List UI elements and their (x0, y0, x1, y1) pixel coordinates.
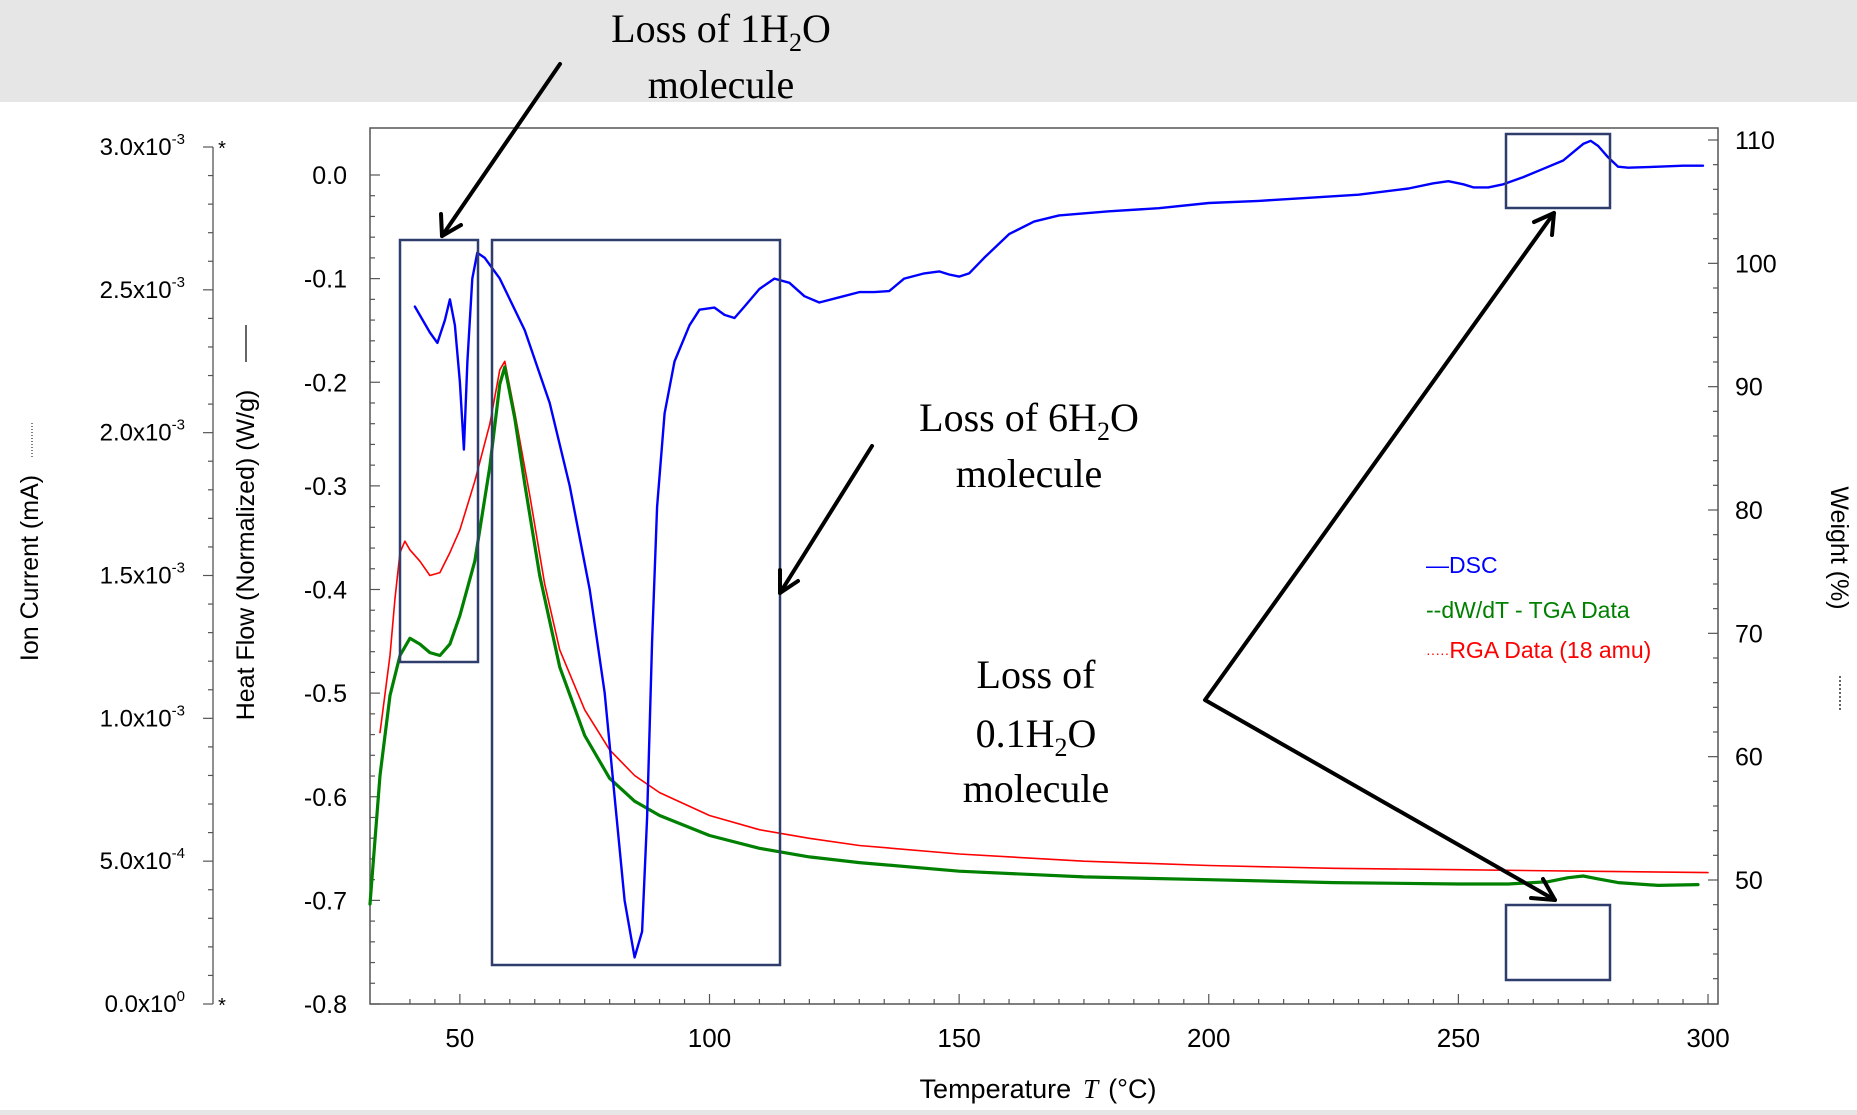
y-weight-tick-label: 80 (1735, 497, 1763, 525)
y-ion-tick-exponent: -3 (172, 274, 185, 291)
y-ion-end-marker: * (218, 138, 226, 160)
y-heat-tick-label: 0.0 (312, 162, 347, 190)
x-title-unit: (°C) (1108, 1074, 1156, 1104)
y-ion-tick-exponent: -3 (172, 560, 185, 577)
x-tick-label: 150 (937, 1023, 980, 1053)
x-tick-label: 50 (445, 1023, 474, 1053)
y-heat-tick-label: -0.1 (304, 266, 347, 294)
y-weight-tick-label: 110 (1735, 127, 1775, 155)
legend-item-dsc: —DSC (1426, 552, 1498, 578)
a1-sub: 2 (789, 28, 802, 57)
a1-text2: O (802, 6, 831, 51)
legend-prefix-rga: ····· (1426, 645, 1449, 661)
y-weight-tick-label: 50 (1735, 867, 1763, 895)
a3-text1: 0.1H (976, 711, 1055, 756)
a2-text2: O (1110, 395, 1139, 440)
y-heat-tick-label: -0.2 (304, 369, 347, 397)
y-ion-tick-mantissa: 2.0x10 (100, 420, 172, 447)
annotation-1h2o-line1: Loss of 1H2O (611, 6, 831, 57)
x-axis-title: Temperature T (°C) (920, 1074, 1157, 1104)
y-weight-tick-label: 90 (1735, 374, 1763, 402)
y-heat-tick-label: -0.7 (304, 887, 347, 915)
y-heat-tick-label: -0.4 (304, 577, 347, 605)
legend-item-rga: ·····RGA Data (18 amu) (1426, 637, 1651, 663)
y-ion-tick-mantissa: 1.0x10 (100, 705, 172, 732)
x-tick-label: 250 (1437, 1023, 1480, 1053)
y-ion-tick-exponent: -3 (172, 702, 185, 719)
y-heat-axis-title: Heat Flow (Normalized) (W/g) (232, 390, 260, 721)
a1-text1: Loss of 1H (611, 6, 789, 51)
y-weight-tick-label: 60 (1735, 744, 1763, 772)
y-ion-tick-exponent: -4 (172, 845, 185, 862)
legend-prefix-dsc: — (1426, 552, 1449, 578)
legend-label-rga: RGA Data (18 amu) (1449, 637, 1651, 663)
y-heat-tick-label: -0.8 (304, 991, 347, 1019)
y-ion-tick-mantissa: 1.5x10 (100, 563, 172, 590)
annotation-0-1h2o-line2: 0.1H2O (976, 711, 1097, 762)
y-heat-tick-label: -0.6 (304, 784, 347, 812)
x-tick-label: 100 (688, 1023, 731, 1053)
legend-prefix-tga: -- (1426, 597, 1441, 623)
y-ion-axis-title: Ion Current (mA) (16, 475, 44, 661)
y-ion-tick-exponent: -3 (172, 417, 185, 434)
x-tick-label: 300 (1686, 1023, 1729, 1053)
y-ion-tick-mantissa: 2.5x10 (100, 277, 172, 304)
y-heat-tick-label: -0.3 (304, 473, 347, 501)
x-title-main: Temperature (920, 1074, 1072, 1104)
a2-text1: Loss of 6H (919, 395, 1097, 440)
y-weight-axis-title: Weight (%) (1825, 486, 1853, 609)
annotation-1h2o-line2: molecule (648, 62, 795, 107)
annotation-0-1h2o-line3: molecule (963, 766, 1110, 811)
y-ion-tick-exponent: -3 (172, 131, 185, 148)
a2-sub: 2 (1097, 417, 1110, 446)
y-weight-tick-label: 100 (1735, 250, 1777, 278)
legend-label-tga: dW/dT - TGA Data (1441, 597, 1630, 623)
a3-sub: 2 (1055, 733, 1068, 762)
y-ion-tick-mantissa: 3.0x10 (100, 134, 172, 161)
y-ion-tick-exponent: 0 (177, 988, 185, 1005)
y-heat-tick-label: -0.5 (304, 680, 347, 708)
y-ion-end-marker: * (218, 995, 226, 1017)
x-title-var: T (1083, 1074, 1100, 1104)
annotation-0-1h2o-line1: Loss of (977, 652, 1097, 697)
y-ion-tick-mantissa: 5.0x10 (100, 848, 172, 875)
y-ion-tick-label: 0.0x100 (105, 988, 185, 1018)
x-tick-label: 200 (1187, 1023, 1230, 1053)
a3-text2: O (1068, 711, 1097, 756)
legend-item-tga: --dW/dT - TGA Data (1426, 597, 1630, 623)
y-weight-tick-label: 70 (1735, 620, 1763, 648)
annotation-6h2o-line2: molecule (956, 451, 1103, 496)
legend-label-dsc: DSC (1449, 552, 1498, 578)
y-ion-tick-mantissa: 0.0x10 (105, 991, 177, 1018)
